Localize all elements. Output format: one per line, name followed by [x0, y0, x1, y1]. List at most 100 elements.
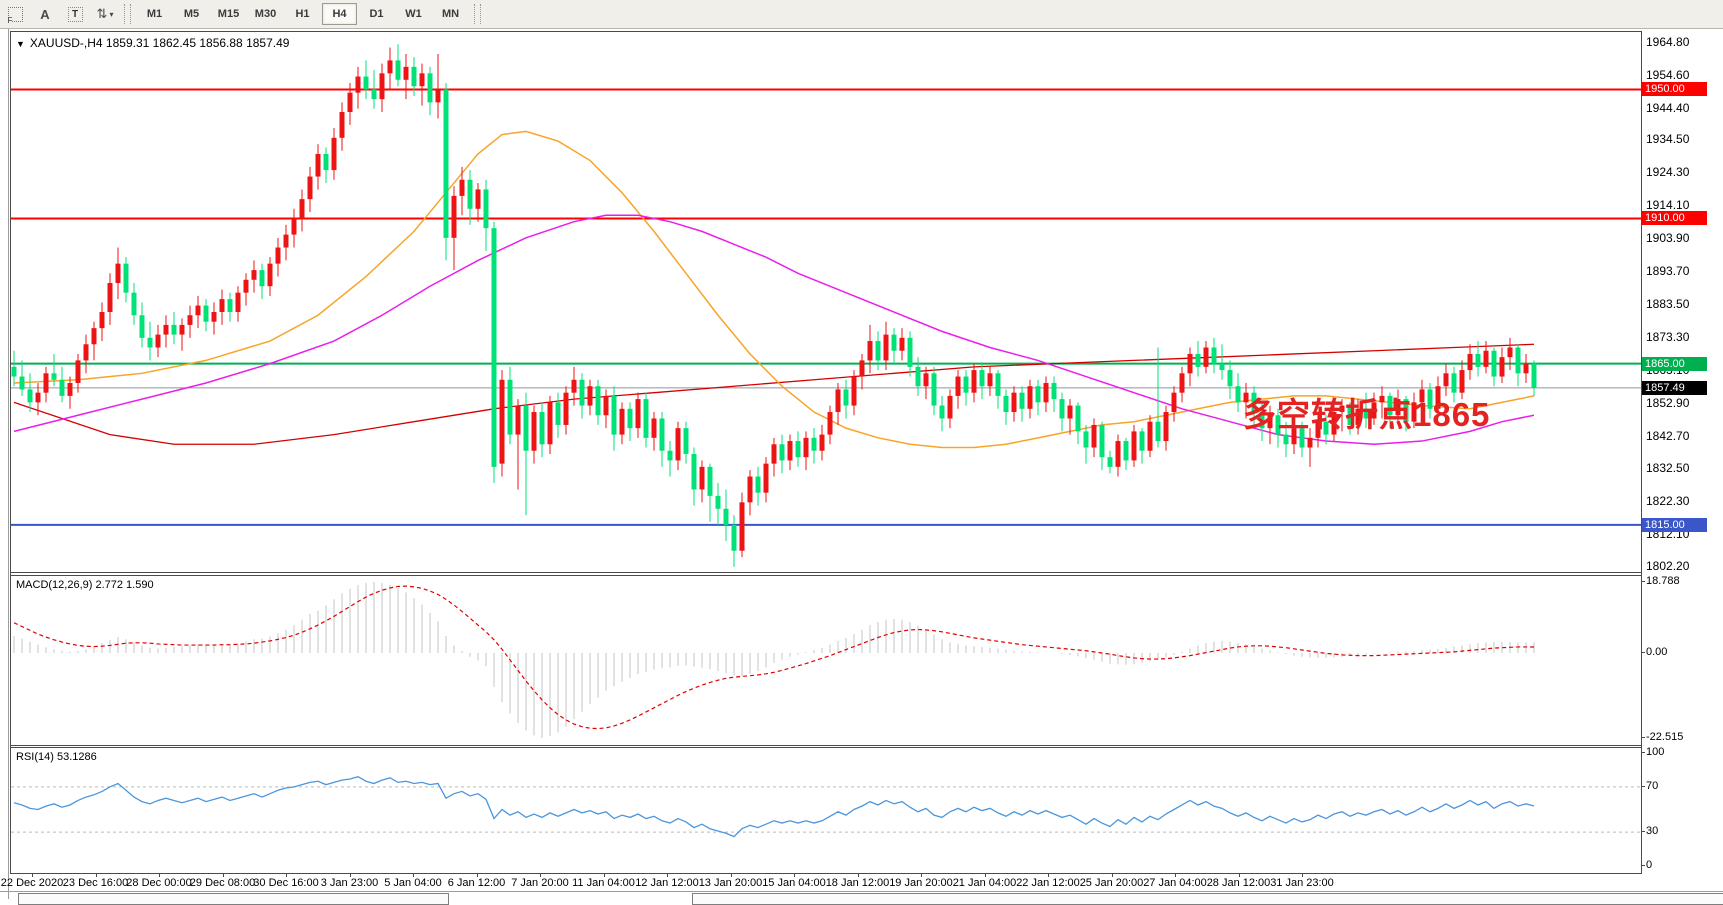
candle-body [1299, 428, 1305, 448]
timeframe-button-m15[interactable]: M15 [217, 8, 240, 20]
candle-body [819, 434, 825, 451]
candle-body [403, 66, 409, 80]
rsi-indicator-label: RSI(14) 53.1286 [16, 751, 97, 763]
candle-body [1283, 434, 1289, 445]
time-label: 29 Dec 08:00 [189, 877, 256, 889]
timeframe-button-m30[interactable]: M30 [254, 8, 277, 20]
candle-body [251, 270, 257, 280]
time-label: 25 Jan 20:00 [1079, 877, 1144, 889]
chart-info-line[interactable]: ▼ XAUUSD-,H4 1859.31 1862.45 1856.88 1857… [16, 36, 289, 50]
time-label: 28 Jan 12:00 [1206, 877, 1271, 889]
timeframe-button-m5[interactable]: M5 [183, 8, 200, 20]
candle-body [11, 366, 17, 377]
candle-body [1387, 395, 1393, 416]
candle-body [579, 379, 585, 406]
timeframe-button-h4[interactable]: H4 [322, 3, 357, 25]
time-label: 11 Jan 04:00 [572, 877, 635, 889]
candle-body [75, 360, 81, 383]
candle-body [1379, 395, 1385, 403]
candle-body [1483, 350, 1489, 367]
time-tick [794, 873, 795, 877]
t-box-icon: T [67, 6, 83, 22]
candle-body [635, 399, 641, 429]
candle-body [427, 73, 433, 103]
candle-body [91, 328, 97, 345]
candle-body [259, 270, 265, 287]
candle-body [323, 153, 329, 171]
candle-body [771, 444, 777, 464]
time-tick [413, 873, 414, 877]
arrows-tool-icon[interactable]: ⇅ ▾ [92, 3, 118, 25]
grid-icon: F [7, 6, 23, 25]
candle-body [667, 450, 673, 461]
candle-body [1531, 363, 1537, 388]
candle-body [139, 315, 145, 338]
time-tick [1048, 873, 1049, 877]
level-label-1815.00: 1815.00 [1642, 517, 1707, 532]
candle-body [1059, 399, 1065, 419]
candle-body [987, 373, 993, 387]
grid-icon-sub: F [7, 15, 13, 25]
candle-body [1131, 431, 1137, 461]
candle-body [267, 263, 273, 287]
level-label-1865.00: 1865.00 [1642, 356, 1707, 371]
candle-body [787, 441, 793, 461]
macd-panel-top-border [10, 575, 1642, 576]
macd-pane[interactable] [13, 581, 1535, 739]
candle-body [1363, 408, 1369, 419]
rsi-pane[interactable] [11, 776, 1641, 838]
candle-body [435, 89, 441, 103]
macd-panel-bottom-border [10, 745, 1642, 746]
timeframe-button-d1[interactable]: D1 [369, 8, 384, 20]
price-pane[interactable] [11, 44, 1641, 567]
candle-body [1035, 386, 1041, 403]
candle-body [611, 395, 617, 435]
candle-body [1115, 441, 1121, 467]
candle-body [1395, 399, 1401, 416]
time-tick [540, 873, 541, 877]
level-label-1950.00: 1950.00 [1642, 82, 1707, 97]
chevron-down-icon[interactable]: ▼ [16, 39, 25, 49]
candle-body [451, 195, 457, 238]
candle-body [1003, 395, 1009, 413]
chevron-down-icon[interactable]: ▾ [109, 9, 114, 19]
timeframe-button-mn[interactable]: MN [441, 8, 460, 20]
candle-body [1403, 399, 1409, 422]
ma-red-line [13, 343, 1535, 445]
text-box-icon[interactable]: T [62, 3, 88, 25]
timeframe-button-m1[interactable]: M1 [146, 8, 163, 20]
candle-body [43, 373, 49, 393]
indicator-grid-icon[interactable]: F [2, 3, 28, 25]
toolbar-separator-2 [474, 4, 481, 24]
symbol-ohlc-text: XAUUSD-,H4 1859.31 1862.45 1856.88 1857.… [29, 36, 290, 50]
candle-body [1411, 402, 1417, 422]
candle-body [867, 341, 873, 361]
rsi-tick-0: 0 [1640, 859, 1653, 871]
time-label: 27 Jan 04:00 [1143, 877, 1207, 889]
time-label: 5 Jan 04:00 [384, 877, 442, 889]
candle-body [35, 392, 41, 403]
candle-body [1371, 402, 1377, 419]
text-label-icon[interactable]: A [40, 6, 50, 22]
candle-body [187, 315, 193, 325]
candle-body [499, 379, 505, 464]
time-label: 3 Jan 23:00 [320, 877, 379, 889]
candle-body [379, 73, 385, 100]
price-tick-1873.30: 1873.30 [1646, 330, 1722, 344]
candle-body [1291, 428, 1297, 445]
candle-body [803, 437, 809, 458]
candle-body [931, 373, 937, 406]
candle-body [1443, 373, 1449, 387]
price-tick-1822.30: 1822.30 [1646, 494, 1722, 508]
price-tick-1802.20: 1802.20 [1646, 559, 1722, 573]
candle-body [603, 395, 609, 416]
rsi-tick-100: 100 [1640, 746, 1665, 758]
candle-body [1099, 424, 1105, 458]
time-label: 7 Jan 20:00 [511, 877, 569, 889]
timeframe-button-h1[interactable]: H1 [295, 8, 310, 20]
candle-body [219, 299, 225, 313]
candle-body [387, 60, 393, 74]
timeframe-button-w1[interactable]: W1 [405, 8, 422, 20]
candle-body [619, 408, 625, 435]
